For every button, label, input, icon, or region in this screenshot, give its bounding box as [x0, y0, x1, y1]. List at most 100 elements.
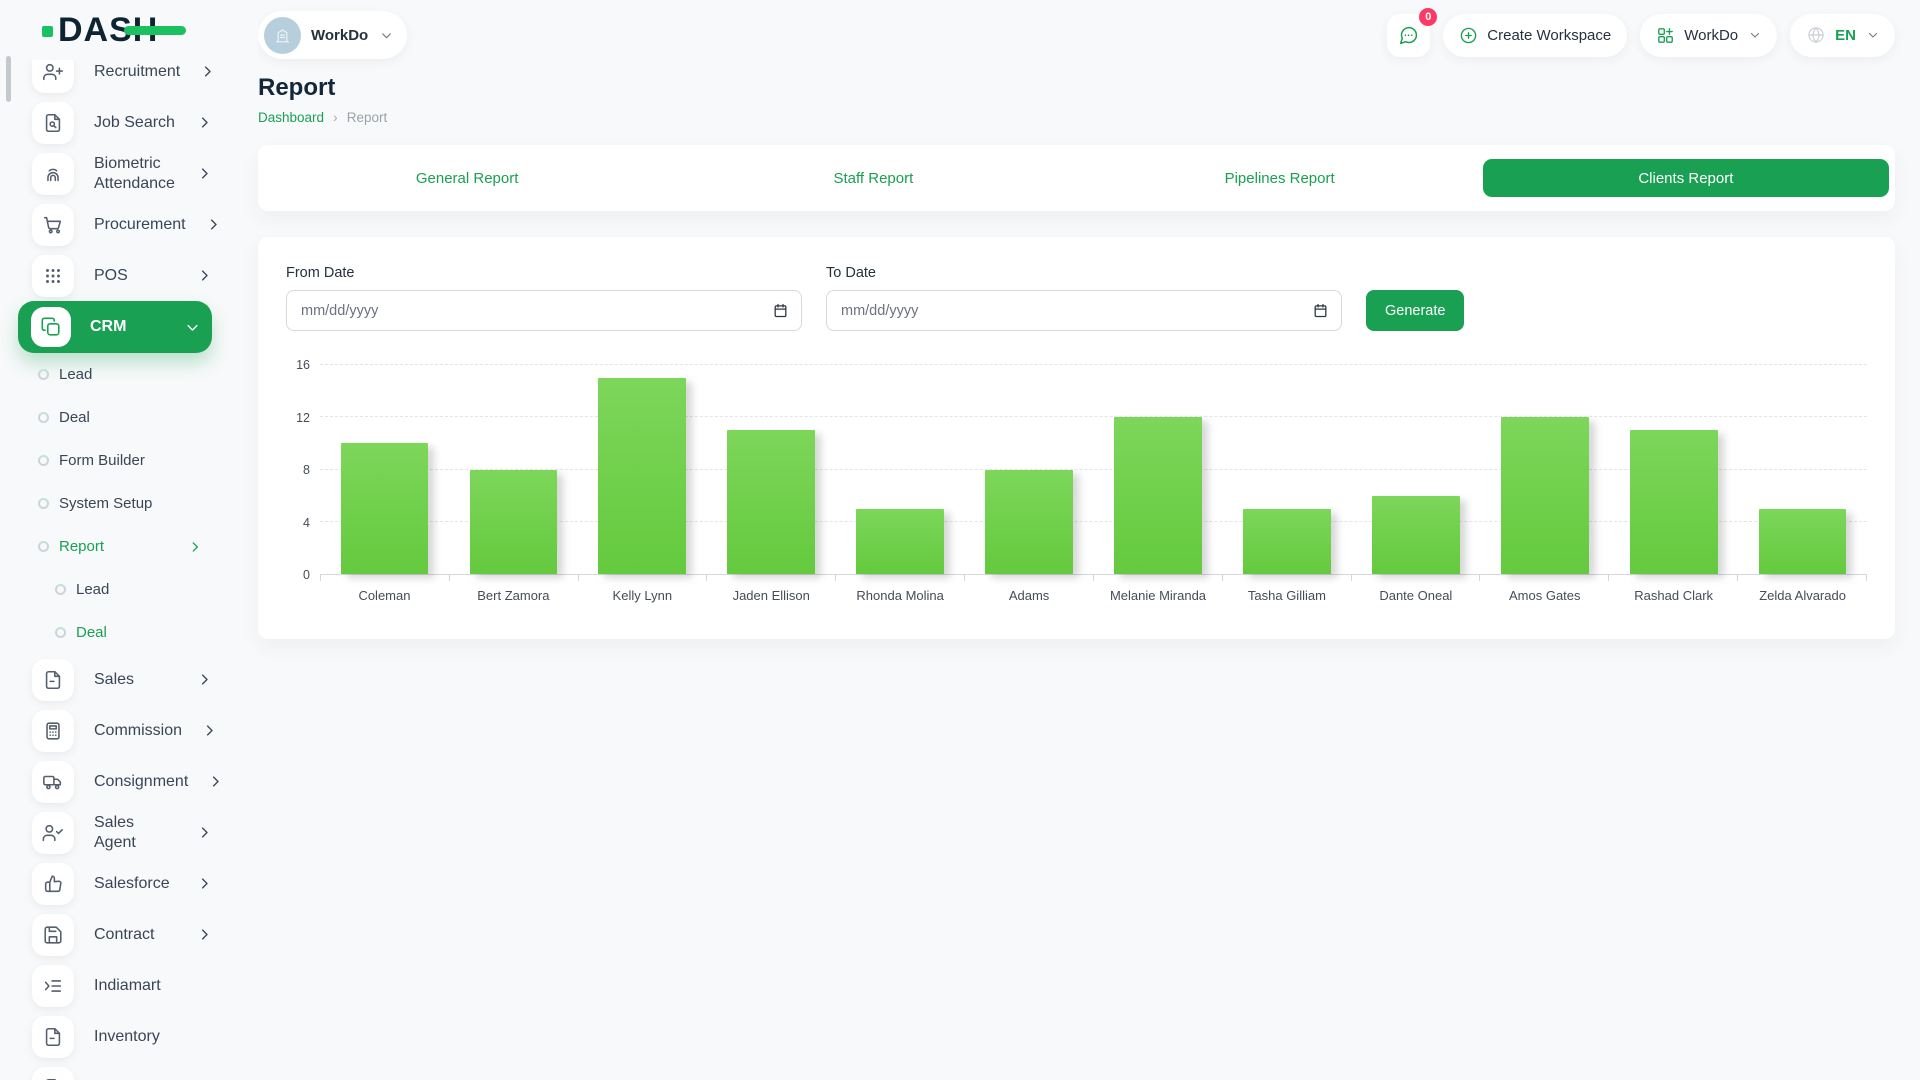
bar-zelda-alvarado — [1758, 508, 1847, 574]
sidebar-item-label: Inventory — [94, 1027, 160, 1045]
tab-staff-report[interactable]: Staff Report — [670, 159, 1076, 197]
logo-row: DASH — [0, 0, 258, 60]
create-workspace-button[interactable]: Create Workspace — [1443, 13, 1628, 57]
sidebar-subitem-report[interactable]: Report — [38, 525, 208, 568]
file-icon — [42, 1026, 64, 1048]
x-axis-tick — [965, 575, 1094, 581]
sidebar-item-biometric-attendance[interactable]: Biometric Attendance — [32, 148, 212, 199]
sidebar-item-job-search[interactable]: Job Search — [32, 97, 212, 148]
sidebar-item-indiamart[interactable]: Indiamart — [32, 960, 212, 1011]
sidebar-item-crm[interactable]: CRM — [18, 301, 212, 353]
gridline-12 — [320, 416, 1867, 418]
clients-bar-chart: 0 4 8 12 16 Coleman Bert Zamora Kelly Lynn Jade… — [286, 358, 1867, 603]
sidebar-item-contract[interactable]: Contract — [32, 909, 212, 960]
sidebar-item-procurement[interactable]: Procurement — [32, 199, 217, 250]
thumbs-up-icon — [42, 873, 64, 895]
copy-icon — [40, 316, 62, 338]
sidebar-item-label: Lead — [59, 365, 93, 383]
sidebar-item-sales-agent[interactable]: Sales Agent — [32, 807, 212, 858]
page-head: Report Dashboard › Report — [258, 74, 1895, 125]
sidebar-item-sales[interactable]: Sales — [32, 654, 212, 705]
brand-logo[interactable]: DASH — [41, 11, 187, 49]
cart-icon — [42, 214, 64, 236]
sidebar-subsubitem-deal[interactable]: Deal — [55, 611, 208, 654]
chart-x-labels: Coleman Bert Zamora Kelly Lynn Jaden Elliso… — [320, 588, 1867, 603]
calendar-icon[interactable] — [772, 302, 789, 319]
bar-dante-oneal — [1372, 495, 1460, 574]
sidebar-subitem-lead[interactable]: Lead — [38, 353, 208, 396]
sidebar-item-salesforce[interactable]: Salesforce — [32, 858, 212, 909]
sidebar-item-label: Salesforce — [94, 874, 170, 892]
to-date-field: To Date — [826, 265, 1342, 331]
messages-badge: 0 — [1419, 7, 1438, 26]
sidebar-item-label: Indiamart — [94, 976, 161, 994]
x-axis-tick — [1352, 575, 1481, 581]
sidebar-item-partial[interactable] — [32, 1062, 212, 1080]
grid-dots-icon — [42, 265, 64, 287]
x-axis-tick — [579, 575, 708, 581]
file-search-icon — [42, 112, 64, 134]
x-label-jaden-ellison: Jaden Ellison — [732, 588, 810, 603]
plus-circle-icon — [1459, 26, 1478, 45]
chevron-right-icon — [208, 774, 223, 789]
app-switcher-button[interactable]: WorkDo — [1640, 13, 1778, 57]
sidebar-item-label: Contract — [94, 925, 155, 943]
messages-button[interactable]: 0 — [1387, 7, 1438, 57]
chart-plot-column: Coleman Bert Zamora Kelly Lynn Jaden Elliso… — [320, 364, 1867, 603]
sidebar-item-label: Report — [59, 537, 105, 555]
sidebar-item-consignment[interactable]: Consignment — [32, 756, 219, 807]
report-card: From Date To Date Generate 0 4 8 12 16 — [258, 237, 1895, 639]
sidebar: DASH Recruitment Job Search Biometric Atte… — [0, 0, 258, 1080]
bullet-circle-icon — [38, 498, 49, 509]
workspace-selector[interactable]: WorkDo — [258, 11, 408, 59]
sidebar-item-label: Sales — [94, 670, 135, 688]
bar-slot-rashad-clark — [1609, 365, 1738, 574]
calendar-icon[interactable] — [1312, 302, 1329, 319]
bar-slot-bert-zamora — [449, 365, 578, 574]
workspace-avatar — [264, 16, 301, 54]
sidebar-item-pos[interactable]: POS — [32, 250, 212, 301]
indent-list-icon — [42, 975, 64, 997]
sidebar-item-label: Sales Agent — [94, 813, 136, 851]
bullet-circle-icon — [38, 541, 49, 552]
language-label: EN — [1835, 26, 1856, 44]
bar-kelly-lynn — [598, 378, 687, 574]
sidebar-subitem-form-builder[interactable]: Form Builder — [38, 439, 208, 482]
chevron-down-icon — [380, 29, 393, 42]
sidebar-subsubitem-lead[interactable]: Lead — [55, 568, 208, 611]
language-selector[interactable]: EN — [1790, 13, 1895, 57]
x-label-rhonda-molina: Rhonda Molina — [856, 588, 944, 603]
from-date-input[interactable] — [299, 301, 772, 320]
sidebar-scrollbar[interactable] — [6, 56, 11, 102]
generate-button[interactable]: Generate — [1366, 290, 1465, 331]
bar-adams — [985, 469, 1073, 574]
bar-slot-rhonda-molina — [836, 365, 965, 574]
y-tick-label-12: 12 — [296, 410, 310, 425]
chevron-right-icon — [206, 217, 221, 232]
sidebar-item-label: Form Builder — [59, 451, 145, 469]
from-date-box — [286, 290, 802, 331]
x-axis-tick — [1480, 575, 1610, 581]
bar-rashad-clark — [1629, 430, 1718, 574]
chevron-right-icon — [197, 268, 212, 283]
sidebar-item-commission[interactable]: Commission — [32, 705, 213, 756]
sidebar-item-label: System Setup — [59, 494, 153, 512]
gridline-16 — [320, 364, 1867, 365]
tab-clients-report[interactable]: Clients Report — [1482, 159, 1889, 197]
breadcrumb-dashboard-link[interactable]: Dashboard — [258, 109, 325, 125]
sidebar-item-inventory[interactable]: Inventory — [32, 1011, 212, 1062]
bullet-circle-icon — [38, 369, 49, 380]
sidebar-item-label: Lead — [76, 580, 110, 598]
sidebar-subitem-system-setup[interactable]: System Setup — [38, 482, 208, 525]
sidebar-menu: Recruitment Job Search Biometric Attendanc… — [0, 46, 258, 1080]
to-date-input[interactable] — [839, 301, 1312, 320]
tab-pipelines-report[interactable]: Pipelines Report — [1077, 159, 1483, 197]
report-tabs: General Report Staff Report Pipelines Repo… — [258, 145, 1895, 211]
chevron-right-icon — [197, 166, 212, 181]
x-axis-tick — [836, 575, 966, 581]
x-label-coleman: Coleman — [358, 588, 411, 603]
sidebar-subitem-deal[interactable]: Deal — [38, 396, 208, 439]
to-date-label: To Date — [826, 265, 876, 281]
tab-general-report[interactable]: General Report — [264, 159, 670, 197]
